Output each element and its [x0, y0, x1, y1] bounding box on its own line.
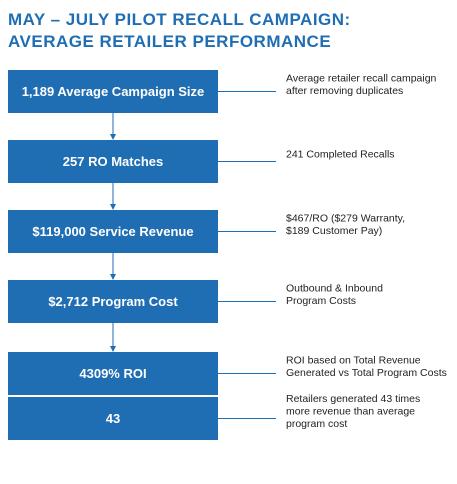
step-note: Generated vs Total Program Costs — [286, 367, 447, 379]
step-note: $467/RO ($279 Warranty, — [286, 212, 405, 224]
step-box — [8, 210, 218, 253]
step-note: more revenue than average — [286, 406, 415, 418]
step-box — [8, 280, 218, 323]
title: AVERAGE RETAILER PERFORMANCE — [8, 32, 331, 51]
step-box — [8, 352, 218, 395]
step-box — [8, 70, 218, 113]
title: MAY – JULY PILOT RECALL CAMPAIGN: — [8, 10, 351, 29]
step-label: 43 — [106, 411, 120, 426]
step-label: 4309% ROI — [79, 366, 146, 381]
step-note: after removing duplicates — [286, 85, 403, 97]
step-box — [8, 140, 218, 183]
step-label: 1,189 Average Campaign Size — [22, 84, 205, 99]
step-note: program cost — [286, 418, 347, 430]
step-note: Retailers generated 43 times — [286, 393, 420, 405]
step-label: $119,000 Service Revenue — [32, 224, 193, 239]
step-note: Outbound & Inbound — [286, 282, 383, 294]
step-box — [8, 397, 218, 440]
step-note: ROI based on Total Revenue — [286, 354, 421, 366]
step-note: Average retailer recall campaign — [286, 72, 437, 84]
step-note: $189 Customer Pay) — [286, 225, 382, 237]
step-label: $2,712 Program Cost — [48, 294, 178, 309]
step-note: 241 Completed Recalls — [286, 149, 395, 161]
step-label: 257 RO Matches — [63, 154, 163, 169]
step-note: Program Costs — [286, 295, 356, 307]
